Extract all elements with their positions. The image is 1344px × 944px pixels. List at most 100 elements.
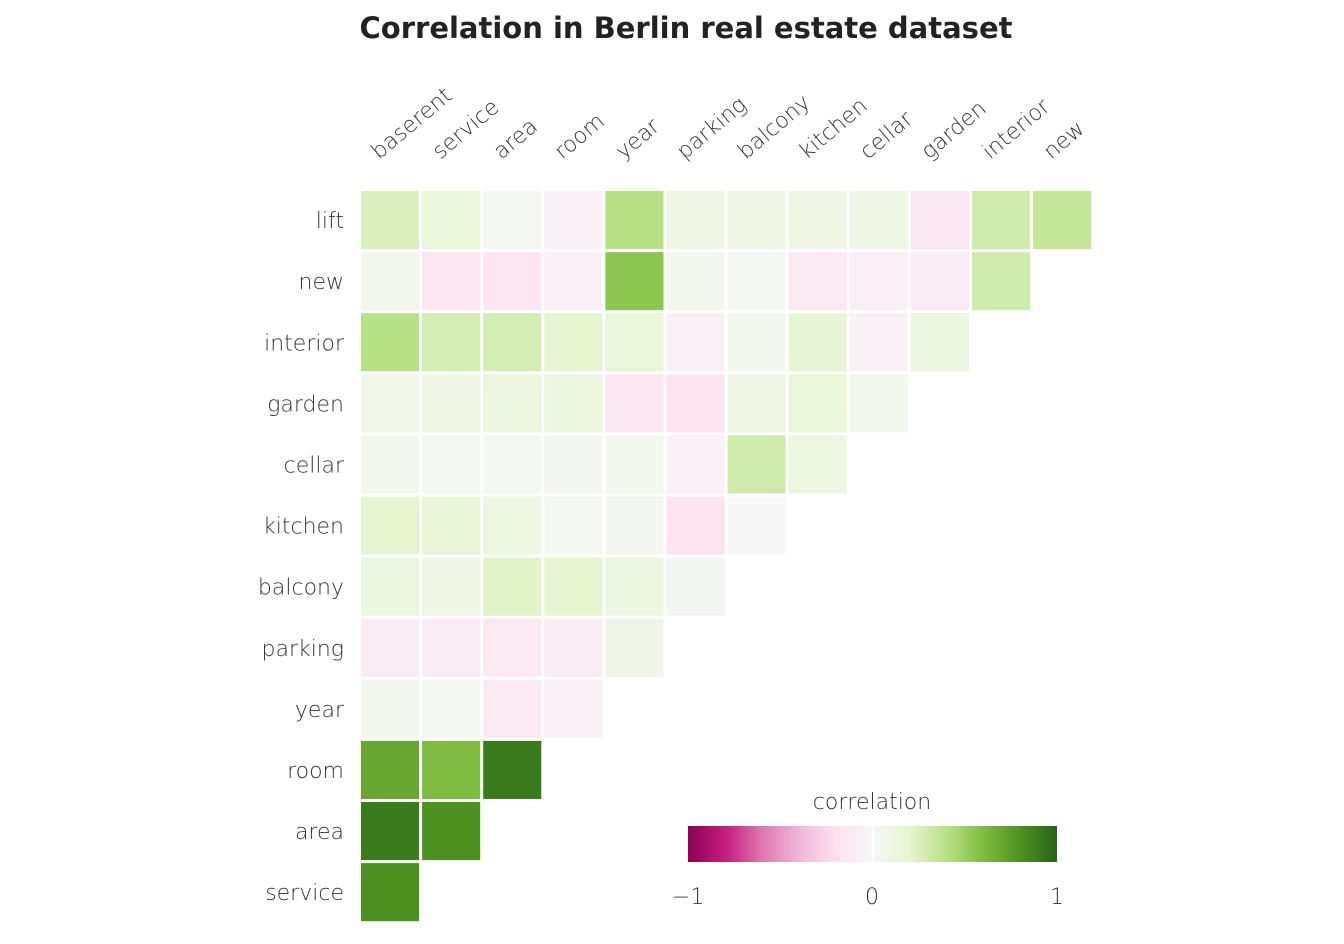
legend-title: correlation [813, 790, 931, 815]
column-label-area: area [489, 114, 543, 165]
row-label-parking: parking [262, 637, 345, 662]
heatmap-cell-area-service [422, 802, 481, 861]
row-label-cellar: cellar [284, 453, 345, 478]
heatmap-cell-new-garden [910, 252, 969, 311]
heatmap-cell-garden-service [422, 374, 481, 433]
heatmap-cell-balcony-baserent [361, 557, 420, 616]
heatmap-cell-interior-year [605, 313, 664, 372]
column-label-interior: interior [978, 93, 1056, 164]
heatmap-cell-lift-room [544, 191, 603, 250]
heatmap-cell-balcony-year [605, 557, 664, 616]
chart-title: Correlation in Berlin real estate datase… [360, 11, 1013, 45]
heatmap-cell-room-baserent [361, 740, 420, 799]
row-label-kitchen: kitchen [263, 515, 344, 540]
heatmap-cell-cellar-year [605, 435, 664, 494]
heatmap-cell-kitchen-parking [666, 496, 725, 555]
row-label-service: service [265, 881, 344, 906]
column-label-room: room [550, 109, 610, 165]
heatmap-cell-lift-kitchen [788, 191, 847, 250]
heatmap-cell-interior-room [544, 313, 603, 372]
legend-zero-tick [872, 826, 874, 862]
heatmap-cell-balcony-service [422, 557, 481, 616]
heatmap-cell-service-baserent [361, 863, 420, 922]
heatmap-cell-interior-baserent [361, 313, 420, 372]
heatmap-cell-room-service [422, 740, 481, 799]
column-label-garden: garden [917, 96, 992, 165]
heatmap-cell-new-parking [666, 252, 725, 311]
heatmap-cell-cellar-balcony [727, 435, 786, 494]
heatmap-cell-balcony-area [483, 557, 542, 616]
heatmap-cell-cellar-parking [666, 435, 725, 494]
row-label-year: year [295, 698, 345, 723]
heatmap-cell-kitchen-service [422, 496, 481, 555]
heatmap-cell-year-service [422, 679, 481, 738]
heatmap-cell-kitchen-room [544, 496, 603, 555]
heatmap-cell-balcony-parking [666, 557, 725, 616]
heatmap-cell-garden-kitchen [788, 374, 847, 433]
heatmap-cell-lift-interior [972, 191, 1031, 250]
row-label-room: room [287, 759, 344, 784]
heatmap-cell-parking-year [605, 618, 664, 677]
heatmap-cell-cellar-area [483, 435, 542, 494]
heatmap-cell-cellar-baserent [361, 435, 420, 494]
heatmap-cell-interior-area [483, 313, 542, 372]
heatmap-cell-lift-balcony [727, 191, 786, 250]
heatmap-cell-lift-cellar [849, 191, 908, 250]
heatmap-cell-new-room [544, 252, 603, 311]
heatmap-cell-balcony-room [544, 557, 603, 616]
legend-tick-max: 1 [1050, 885, 1064, 910]
heatmap-cell-cellar-room [544, 435, 603, 494]
legend-tick-min: −1 [672, 885, 704, 910]
heatmap-cell-lift-new [1033, 191, 1092, 250]
heatmap-cell-room-area [483, 740, 542, 799]
heatmap-cell-interior-balcony [727, 313, 786, 372]
heatmap-cell-cellar-kitchen [788, 435, 847, 494]
heatmap-cell-parking-room [544, 618, 603, 677]
row-label-area: area [295, 820, 344, 845]
heatmap-cell-interior-kitchen [788, 313, 847, 372]
heatmap-cell-garden-cellar [849, 374, 908, 433]
heatmap-cell-new-service [422, 252, 481, 311]
heatmap-cell-kitchen-year [605, 496, 664, 555]
heatmap-cell-area-baserent [361, 802, 420, 861]
row-label-new: new [299, 270, 344, 295]
heatmap-cell-garden-balcony [727, 374, 786, 433]
heatmap-cell-lift-year [605, 191, 664, 250]
heatmap-cell-interior-cellar [849, 313, 908, 372]
row-label-interior: interior [264, 331, 345, 356]
heatmap-cell-garden-area [483, 374, 542, 433]
heatmap-cell-interior-service [422, 313, 481, 372]
heatmap-cell-lift-parking [666, 191, 725, 250]
heatmap-cell-parking-baserent [361, 618, 420, 677]
heatmap-cell-garden-year [605, 374, 664, 433]
column-label-year: year [611, 113, 665, 164]
legend: correlation −1 0 1 [672, 790, 1064, 910]
row-label-lift: lift [316, 209, 344, 234]
heatmap-cell-parking-area [483, 618, 542, 677]
heatmap-cell-garden-room [544, 374, 603, 433]
heatmap-cell-year-area [483, 679, 542, 738]
legend-tick-zero: 0 [865, 885, 879, 910]
heatmap-cell-new-kitchen [788, 252, 847, 311]
row-label-garden: garden [267, 392, 344, 417]
heatmap-cell-interior-garden [910, 313, 969, 372]
heatmap-cell-kitchen-balcony [727, 496, 786, 555]
heatmap-cell-kitchen-area [483, 496, 542, 555]
heatmap-cell-parking-service [422, 618, 481, 677]
column-label-new: new [1039, 116, 1090, 164]
heatmap-cell-new-cellar [849, 252, 908, 311]
heatmap-cell-year-baserent [361, 679, 420, 738]
heatmap-cell-kitchen-baserent [361, 496, 420, 555]
row-label-balcony: balcony [258, 576, 344, 601]
heatmap-cell-new-year [605, 252, 664, 311]
heatmap-cell-garden-parking [666, 374, 725, 433]
heatmap-cell-new-baserent [361, 252, 420, 311]
heatmap-cell-year-room [544, 679, 603, 738]
heatmap-cell-new-balcony [727, 252, 786, 311]
heatmap-cell-interior-parking [666, 313, 725, 372]
heatmap-cell-lift-baserent [361, 191, 420, 250]
heatmap-cell-new-area [483, 252, 542, 311]
heatmap-cell-garden-baserent [361, 374, 420, 433]
heatmap-cell-lift-service [422, 191, 481, 250]
